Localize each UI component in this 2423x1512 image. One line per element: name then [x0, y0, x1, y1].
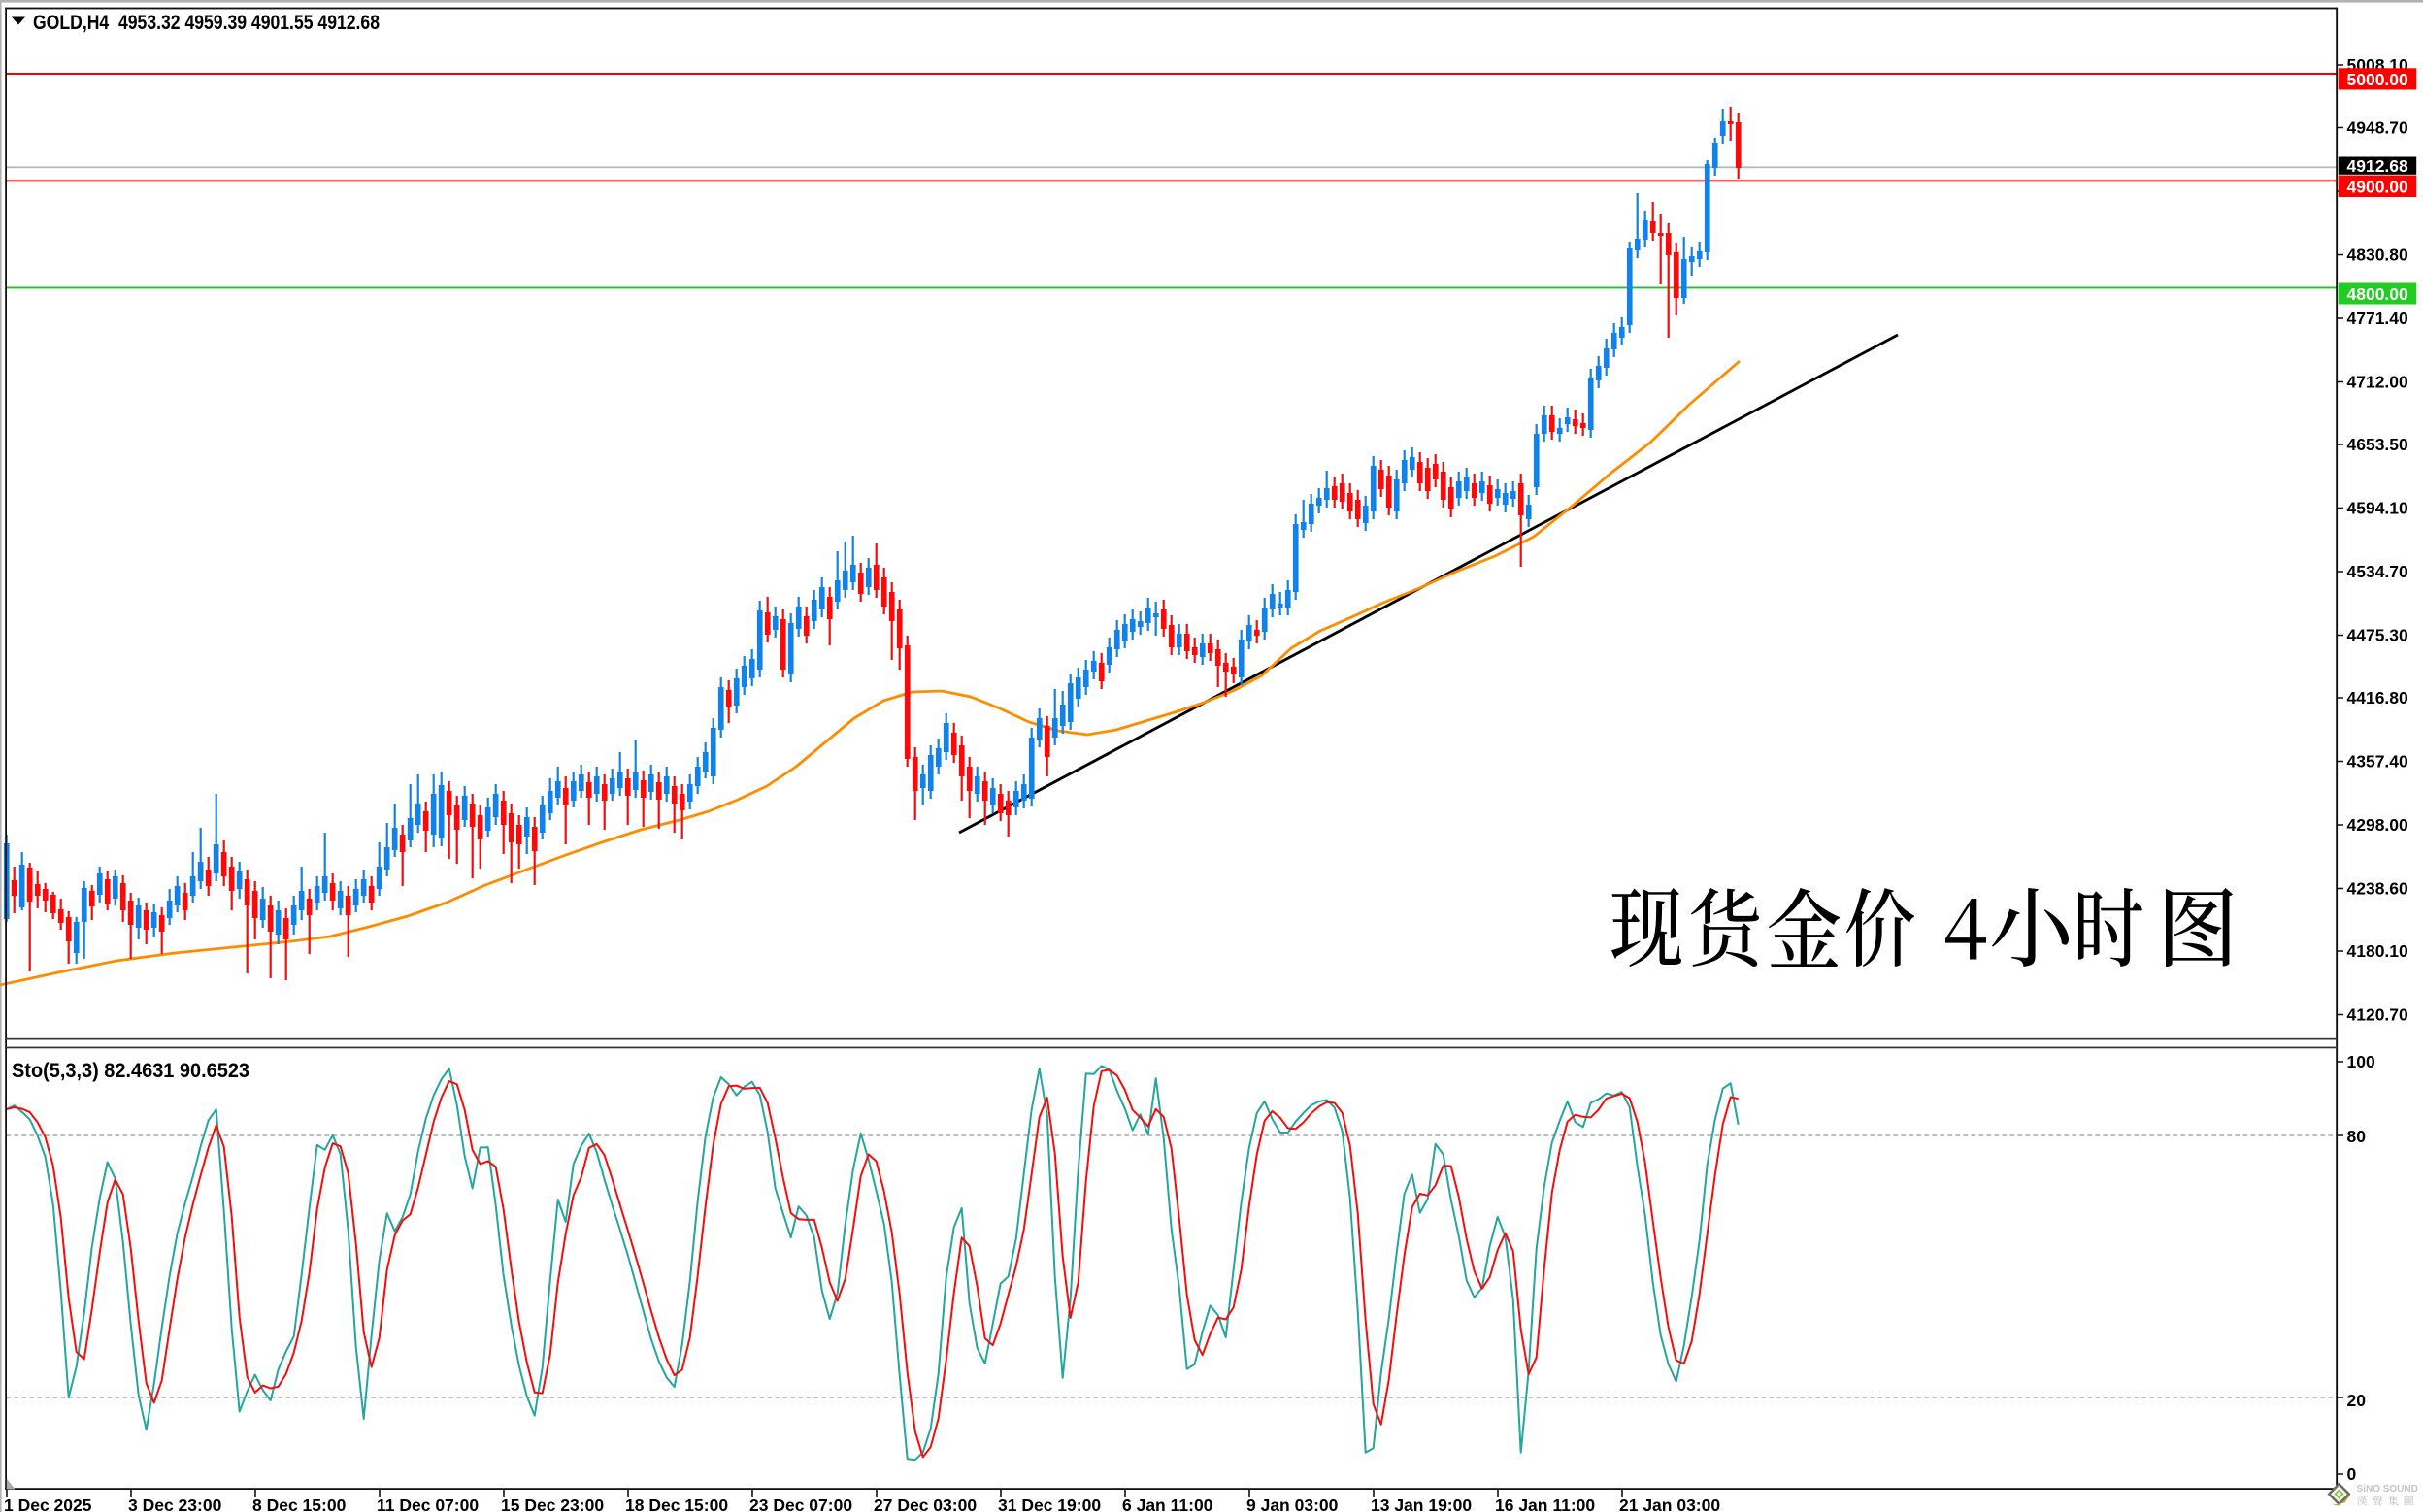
svg-text:8 Dec 15:00: 8 Dec 15:00	[252, 1496, 347, 1512]
svg-text:4653.50: 4653.50	[2347, 435, 2409, 454]
svg-text:4534.70: 4534.70	[2347, 562, 2409, 581]
svg-text:4594.10: 4594.10	[2347, 499, 2409, 518]
svg-text:6 Jan 11:00: 6 Jan 11:00	[1122, 1496, 1213, 1512]
svg-text:4475.30: 4475.30	[2347, 626, 2409, 645]
svg-text:4912.68: 4912.68	[2347, 156, 2409, 176]
svg-text:3 Dec 23:00: 3 Dec 23:00	[128, 1496, 222, 1512]
svg-text:4298.00: 4298.00	[2347, 815, 2409, 835]
svg-text:5000.00: 5000.00	[2347, 70, 2409, 89]
svg-text:11 Dec 07:00: 11 Dec 07:00	[377, 1496, 479, 1512]
svg-text:16 Jan 11:00: 16 Jan 11:00	[1495, 1496, 1595, 1512]
svg-text:Sto(5,3,3) 82.4631 90.6523: Sto(5,3,3) 82.4631 90.6523	[12, 1060, 249, 1082]
svg-text:4180.10: 4180.10	[2347, 941, 2409, 961]
svg-text:31 Dec 19:00: 31 Dec 19:00	[998, 1496, 1101, 1512]
svg-text:21 Jan 03:00: 21 Jan 03:00	[1619, 1496, 1720, 1512]
svg-text:4120.70: 4120.70	[2347, 1005, 2409, 1025]
svg-text:GOLD,H4 4953.32 4959.39 4901.: GOLD,H4 4953.32 4959.39 4901.55 4912.68	[33, 12, 380, 34]
svg-text:20: 20	[2347, 1391, 2367, 1410]
svg-text:18 Dec 15:00: 18 Dec 15:00	[625, 1496, 728, 1512]
svg-text:4800.00: 4800.00	[2347, 284, 2409, 304]
svg-text:23 Dec 07:00: 23 Dec 07:00	[749, 1496, 852, 1512]
svg-text:15 Dec 23:00: 15 Dec 23:00	[501, 1496, 604, 1512]
svg-text:9 Jan 03:00: 9 Jan 03:00	[1246, 1496, 1339, 1512]
svg-text:4771.40: 4771.40	[2347, 309, 2409, 328]
svg-text:4357.40: 4357.40	[2347, 752, 2409, 772]
svg-text:1 Dec 2025: 1 Dec 2025	[4, 1496, 92, 1512]
svg-text:4830.80: 4830.80	[2347, 246, 2409, 265]
svg-text:4238.60: 4238.60	[2347, 879, 2409, 899]
svg-text:4712.00: 4712.00	[2347, 373, 2409, 392]
svg-text:4948.70: 4948.70	[2347, 118, 2409, 138]
svg-text:SiNO SOUND: SiNO SOUND	[2357, 1484, 2418, 1495]
svg-text:13 Jan 19:00: 13 Jan 19:00	[1371, 1496, 1472, 1512]
svg-text:0: 0	[2347, 1464, 2357, 1484]
svg-text:80: 80	[2347, 1127, 2367, 1146]
svg-text:100: 100	[2347, 1052, 2375, 1071]
svg-text:4416.80: 4416.80	[2347, 688, 2409, 707]
svg-text:4900.00: 4900.00	[2347, 178, 2409, 197]
svg-text:27 Dec 03:00: 27 Dec 03:00	[874, 1496, 977, 1512]
